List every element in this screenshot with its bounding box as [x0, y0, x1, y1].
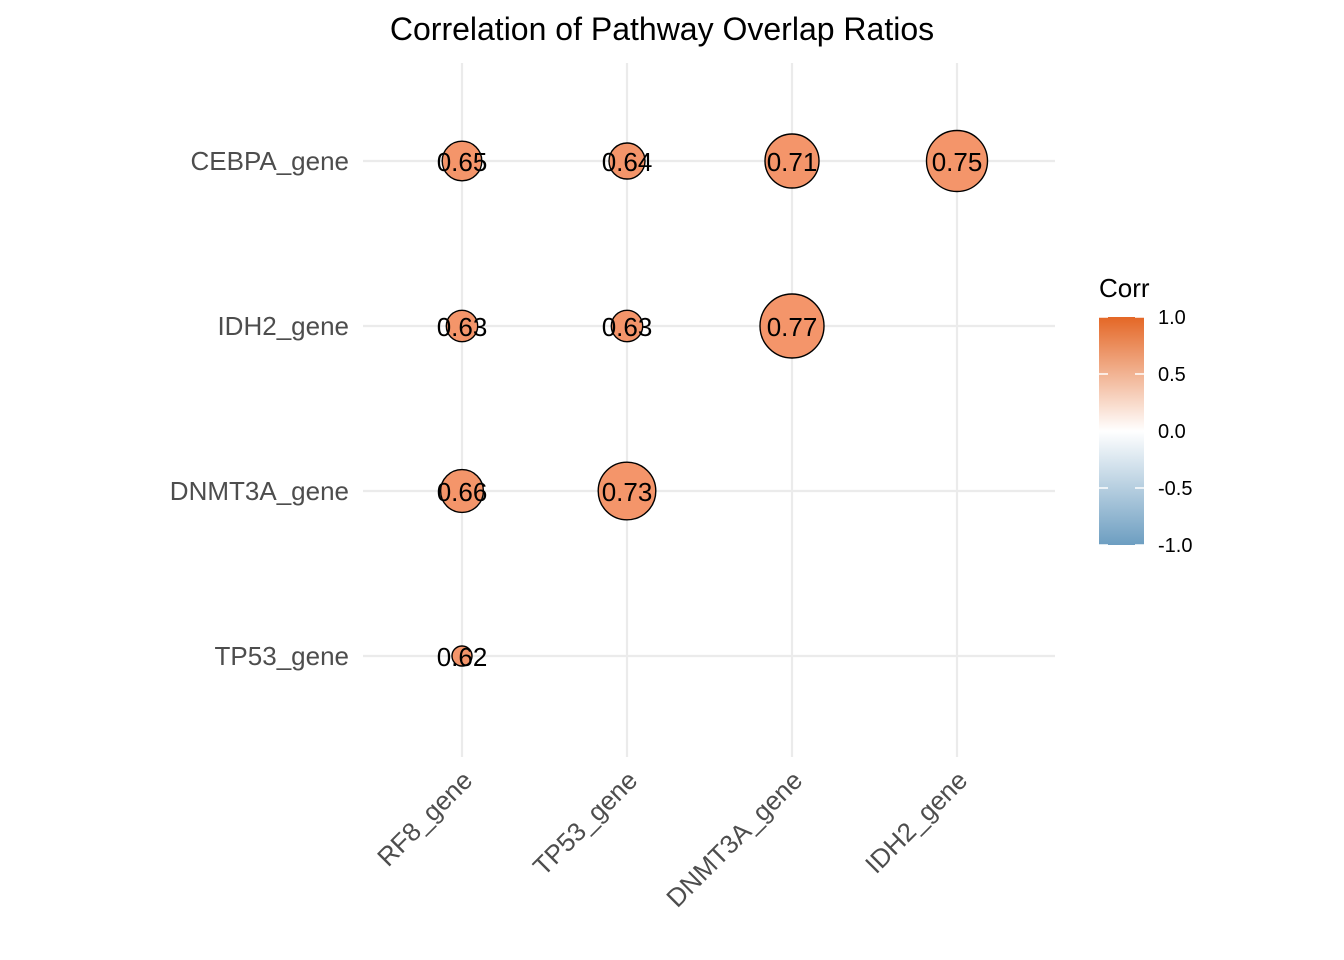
y-tick-label: DNMT3A_gene [170, 476, 349, 506]
legend-tick-label: -1.0 [1158, 535, 1192, 557]
corr-value-label: 0.63 [602, 312, 653, 342]
corr-value-label: 0.62 [437, 642, 488, 672]
legend-tick-label: 1.0 [1158, 307, 1186, 329]
legend: Corr 1.0 0.5 0.0 -0.5 -1.0 [1099, 273, 1192, 557]
y-tick-label: IDH2_gene [217, 311, 349, 341]
corr-point [925, 129, 989, 193]
chart-title: Correlation of Pathway Overlap Ratios [390, 11, 934, 47]
corr-value-label: 0.75 [932, 147, 983, 177]
x-axis-labels: RF8_gene TP53_gene DNMT3A_gene IDH2_gene [371, 765, 973, 913]
corr-value-label: 0.64 [602, 147, 653, 177]
corr-point [597, 461, 657, 521]
legend-title: Corr [1099, 273, 1150, 303]
legend-tick-label: -0.5 [1158, 478, 1192, 500]
x-tick-label: DNMT3A_gene [660, 765, 808, 913]
legend-tick-label: 0.5 [1158, 364, 1186, 386]
corr-point [764, 133, 820, 189]
y-tick-label: CEBPA_gene [190, 146, 349, 176]
corr-value-label: 0.73 [602, 477, 653, 507]
points: 0.65 0.64 0.71 0.75 0.63 0.63 0.77 0.66 0.73 0.62 [437, 129, 989, 672]
corr-point [445, 309, 479, 343]
corr-point [451, 645, 473, 667]
corr-point [610, 309, 644, 343]
x-tick-label: TP53_gene [527, 765, 643, 881]
legend-tick-label: 0.0 [1158, 421, 1186, 443]
corr-value-label: 0.63 [437, 312, 488, 342]
corr-point [439, 468, 485, 514]
y-axis-labels: CEBPA_gene IDH2_gene DNMT3A_gene TP53_gene [170, 146, 349, 671]
corr-value-label: 0.77 [767, 312, 818, 342]
x-tick-label: RF8_gene [371, 765, 478, 872]
legend-ticks: 1.0 0.5 0.0 -0.5 -1.0 [1099, 307, 1192, 557]
corr-point [441, 140, 483, 182]
corr-value-label: 0.65 [437, 147, 488, 177]
y-tick-label: TP53_gene [215, 641, 349, 671]
corr-point [759, 293, 825, 359]
corr-value-label: 0.66 [437, 477, 488, 507]
corr-point [608, 142, 646, 180]
corr-value-label: 0.71 [767, 147, 818, 177]
x-tick-label: IDH2_gene [859, 765, 973, 879]
